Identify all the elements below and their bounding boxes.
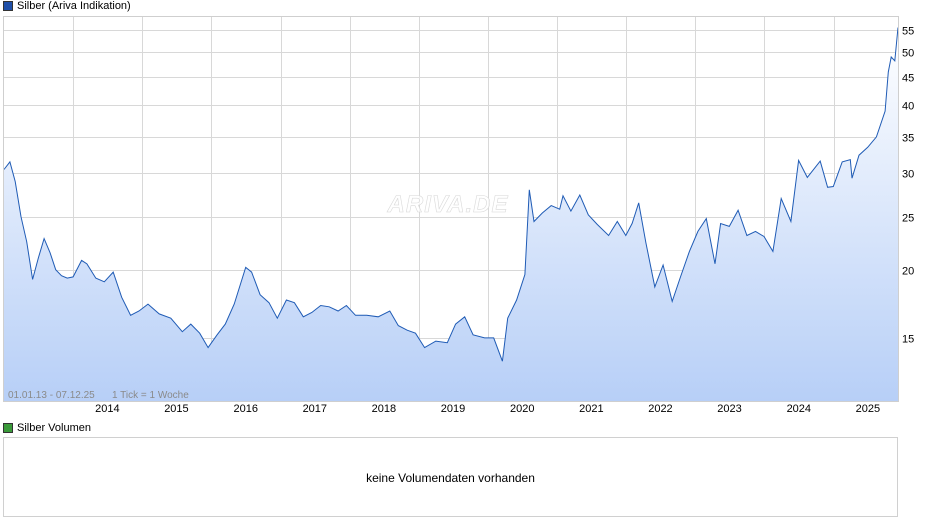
price-line [3, 27, 899, 362]
plot-frame [3, 16, 899, 402]
volume-empty-message: keine Volumendaten vorhanden [366, 471, 535, 485]
x-tick-label: 2022 [648, 403, 672, 415]
y-tick-label: 25 [902, 213, 914, 225]
x-axis: 2014 2015 2016 2017 2018 2019 2020 2021 2022 2023… [95, 403, 880, 415]
x-tick-label: 2016 [233, 403, 257, 415]
y-tick-label: 15 [902, 334, 914, 346]
x-tick-label: 2021 [579, 403, 603, 415]
x-tick-label: 2023 [717, 403, 741, 415]
x-tick-label: 2018 [372, 403, 396, 415]
tick-info: 1 Tick = 1 Woche [112, 390, 189, 401]
x-tick-label: 2019 [441, 403, 465, 415]
price-legend-label: Silber (Ariva Indikation) [17, 0, 131, 12]
y-tick-label: 20 [902, 266, 914, 278]
range-info: 01.01.13 - 07.12.25 [8, 390, 95, 401]
price-area [4, 27, 898, 401]
volume-legend: Silber Volumen [3, 422, 91, 434]
y-tick-label: 50 [902, 48, 914, 60]
price-legend: Silber (Ariva Indikation) [3, 0, 131, 12]
x-tick-label: 2024 [787, 403, 811, 415]
y-tick-label: 30 [902, 169, 914, 181]
price-legend-swatch [3, 1, 13, 11]
x-tick-label: 2014 [95, 403, 119, 415]
watermark: ARIVA.DE [387, 191, 509, 218]
volume-panel: keine Volumendaten vorhanden [3, 437, 898, 517]
x-tick-label: 2015 [164, 403, 188, 415]
y-tick-label: 45 [902, 73, 914, 85]
volume-legend-swatch [3, 423, 13, 433]
x-tick-label: 2017 [303, 403, 327, 415]
y-tick-label: 55 [902, 26, 914, 38]
y-tick-label: 35 [902, 133, 914, 145]
x-tick-label: 2020 [510, 403, 534, 415]
x-tick-label: 2025 [856, 403, 880, 415]
volume-legend-label: Silber Volumen [17, 422, 91, 434]
y-tick-label: 40 [902, 101, 914, 113]
y-axis: 15 20 25 30 35 40 45 50 55 [902, 26, 914, 346]
